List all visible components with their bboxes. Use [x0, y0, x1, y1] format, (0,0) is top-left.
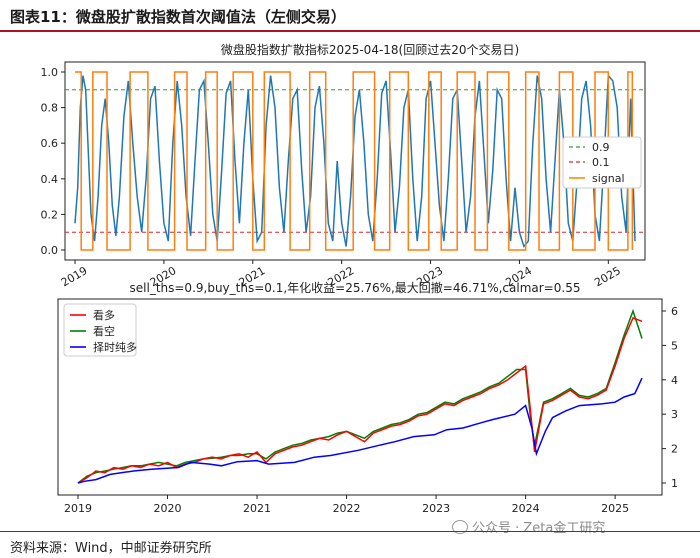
- signal-line: [75, 71, 634, 251]
- legend-timing-long: 择时纯多: [93, 340, 137, 354]
- ytick-label: 1.0: [41, 66, 59, 79]
- figure-title: 图表11：微盘股扩散指数首次阈值法（左侧交易）: [10, 8, 346, 26]
- ytick-label: 0.8: [41, 102, 59, 115]
- xtick-label: 2025: [601, 502, 629, 515]
- chart1-plot-frame: [64, 61, 646, 261]
- footer-rule: [0, 531, 700, 532]
- xtick-label: 2024: [512, 502, 540, 515]
- legend-long: 看多: [93, 308, 115, 322]
- watermark-text: 公众号 · Zeta金工研究: [472, 521, 606, 536]
- xtick-label: 2021: [243, 502, 271, 515]
- ytick-label: 1: [671, 477, 678, 490]
- watermark: 公众号 · Zeta金工研究: [452, 517, 605, 536]
- diffusion-index-line: [74, 73, 636, 248]
- timing-long-nav-line: [77, 377, 643, 484]
- chart2-legend: 看多 看空 择时纯多: [63, 303, 137, 357]
- xtick-label: 2020: [154, 502, 182, 515]
- xtick-label: 2019: [64, 502, 92, 515]
- ytick-label: 5: [671, 339, 678, 352]
- report-header: 图表11：微盘股扩散指数首次阈值法（左侧交易）: [0, 0, 700, 32]
- chart1-title: 微盘股指数扩散指标2025-04-18(回顾过去20个交易日): [221, 42, 519, 57]
- ytick-label: 0.2: [41, 208, 59, 221]
- ytick-label: 2: [671, 443, 678, 456]
- ytick-label: 0.0: [41, 244, 59, 257]
- chart1-legend: 0.9 0.1 signal: [562, 136, 642, 189]
- diffusion-index-chart: 微盘股指数扩散指标2025-04-18(回顾过去20个交易日) 0.0 0.2 0.…: [41, 42, 646, 288]
- legend-signal: signal: [592, 172, 625, 185]
- chart2-title: sell_ths=0.9,buy_ths=0.1,年化收益=25.76%,最大回…: [130, 280, 581, 295]
- ytick-label: 3: [671, 408, 678, 421]
- ytick-label: 0.6: [41, 137, 59, 150]
- ytick-label: 6: [671, 305, 678, 318]
- short-nav-line: [77, 308, 643, 484]
- xtick-label: 2022: [333, 502, 361, 515]
- ytick-label: 4: [671, 374, 678, 387]
- ytick-label: 0.4: [41, 173, 59, 186]
- legend-0.9: 0.9: [592, 141, 610, 154]
- xtick-label: 2023: [422, 502, 450, 515]
- chart2-plot-frame: [57, 298, 663, 496]
- legend-short: 看空: [93, 324, 115, 338]
- legend-0.1: 0.1: [592, 156, 610, 169]
- header-rule: [0, 30, 700, 32]
- nav-chart: sell_ths=0.9,buy_ths=0.1,年化收益=25.76%,最大回…: [57, 280, 678, 515]
- wechat-icon: [452, 520, 468, 534]
- source-note: 资料来源：Wind，中邮证券研究所: [10, 541, 212, 556]
- long-nav-line: [77, 316, 643, 484]
